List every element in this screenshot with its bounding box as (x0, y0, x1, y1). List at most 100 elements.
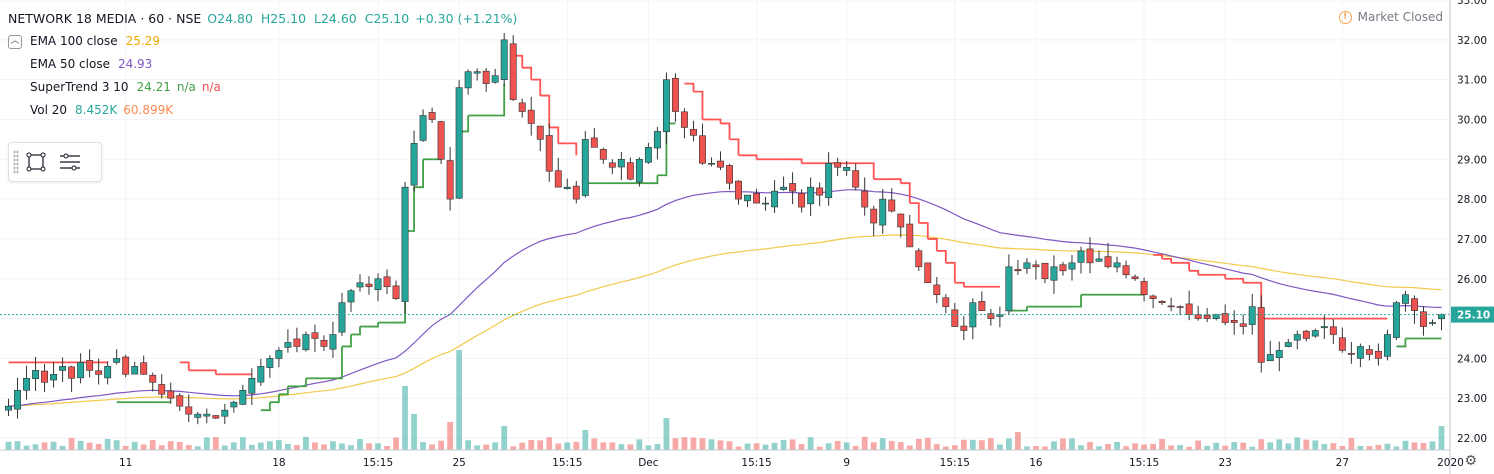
symbol-name[interactable]: NETWORK 18 MEDIA · 60 · NSE (8, 11, 202, 26)
volume-bar (1195, 440, 1202, 450)
supertrend-line (1396, 338, 1407, 348)
volume-bar (113, 440, 120, 450)
candle-body (879, 198, 887, 226)
candle-body (86, 360, 94, 371)
x-tick-label: 9 (843, 457, 850, 469)
candle-body (14, 389, 21, 410)
volume-bar (465, 440, 472, 450)
candle-body (590, 137, 598, 148)
gear-icon[interactable]: ⚙ (1464, 453, 1477, 469)
candle-body (1383, 334, 1391, 357)
candle-body (554, 170, 562, 188)
volume-bar (1348, 437, 1355, 450)
volume-bar (573, 441, 580, 450)
volume-bar (843, 442, 850, 450)
candle-body (302, 334, 310, 351)
volume-bar (77, 440, 84, 450)
drag-handle[interactable] (13, 150, 19, 174)
rectangle-icon[interactable] (19, 147, 53, 177)
indicator-value: n/a (201, 80, 221, 94)
y-tick-label: 30.00 (1457, 114, 1487, 126)
candle-body (735, 180, 742, 200)
candle-body (545, 135, 553, 172)
supertrend-line (1216, 273, 1227, 279)
volume-bar (95, 443, 102, 450)
candle-body (68, 366, 76, 379)
candle-body (653, 131, 661, 149)
x-tick-label: 2020 (1437, 457, 1464, 469)
symbol-header: NETWORK 18 MEDIA · 60 · NSE O24.80 H25.1… (8, 7, 523, 30)
candle-body (446, 160, 454, 200)
volume-bar (618, 444, 625, 450)
candle-body (518, 102, 526, 112)
volume-bar (609, 442, 616, 450)
volume-bar (861, 436, 868, 450)
candle-body (185, 406, 193, 415)
volume-bar (131, 441, 138, 450)
volume-bar (906, 445, 913, 450)
volume-bar (483, 444, 490, 450)
candle-body (482, 70, 490, 84)
indicator-value: n/a (176, 80, 196, 94)
volume-bar (600, 442, 607, 450)
supertrend-line (522, 66, 533, 80)
indicator-ema50[interactable]: EMA 50 close 24.93 (8, 53, 523, 76)
volume-bar (762, 444, 769, 450)
supertrend-line (1189, 269, 1200, 275)
volume-bar (1024, 446, 1030, 450)
candle-body (1050, 266, 1058, 281)
y-tick-label: 26.00 (1457, 274, 1487, 286)
indicator-ema100[interactable]: ︿ EMA 100 close 25.29 (8, 30, 523, 53)
supertrend-line (278, 386, 289, 396)
volume-bar (266, 441, 273, 450)
volume-bar (1105, 444, 1111, 450)
market-status[interactable]: ! Market Closed (1338, 10, 1443, 24)
x-tick-label: 18 (272, 457, 285, 469)
candle-body (960, 325, 968, 331)
candle-body (1023, 262, 1031, 269)
volume-bar (663, 418, 670, 450)
x-tick-label: 15:15 (741, 457, 771, 469)
indicator-value: 24.21 (136, 80, 171, 94)
candle-body (1275, 350, 1283, 358)
volume-bar (564, 442, 571, 450)
volume-bar (933, 444, 940, 450)
candle-body (897, 213, 905, 228)
supertrend-line (684, 82, 695, 92)
volume-bar (50, 441, 57, 450)
volume-bar (546, 437, 553, 450)
candle-body (834, 162, 842, 168)
x-tick-label: 11 (119, 457, 132, 469)
y-tick-label: 27.00 (1457, 234, 1487, 246)
candle-body (1356, 346, 1364, 359)
volume-bar (1231, 442, 1238, 450)
volume-bar (1114, 441, 1120, 450)
indicator-volume[interactable]: Vol 20 8.452K 60.899K (8, 99, 523, 122)
candle-body (473, 71, 481, 74)
candle-body (1113, 262, 1121, 268)
volume-bar (429, 444, 435, 450)
drawing-toolbox[interactable] (8, 142, 102, 182)
indicator-supertrend[interactable]: SuperTrend 3 10 24.21 n/a n/a (8, 76, 523, 99)
candle-body (852, 170, 860, 188)
volume-bar (1069, 438, 1075, 450)
volume-bar (501, 426, 508, 450)
volume-bar (348, 445, 354, 450)
candle-body (1068, 262, 1076, 270)
lines-icon[interactable] (53, 147, 87, 177)
volume-bar (1429, 441, 1436, 450)
indicator-label: EMA 100 close (30, 34, 118, 48)
candle-body (500, 39, 508, 80)
volume-bar (41, 442, 48, 450)
candle-body (1041, 262, 1049, 280)
candle-body (1365, 349, 1373, 355)
candle-body (311, 332, 319, 339)
volume-bar (275, 440, 282, 450)
supertrend-line (729, 138, 740, 156)
chevron-up-icon[interactable]: ︿ (8, 34, 22, 49)
candle-body (680, 111, 688, 128)
volume-bar (951, 445, 958, 450)
volume-bar (384, 446, 390, 450)
